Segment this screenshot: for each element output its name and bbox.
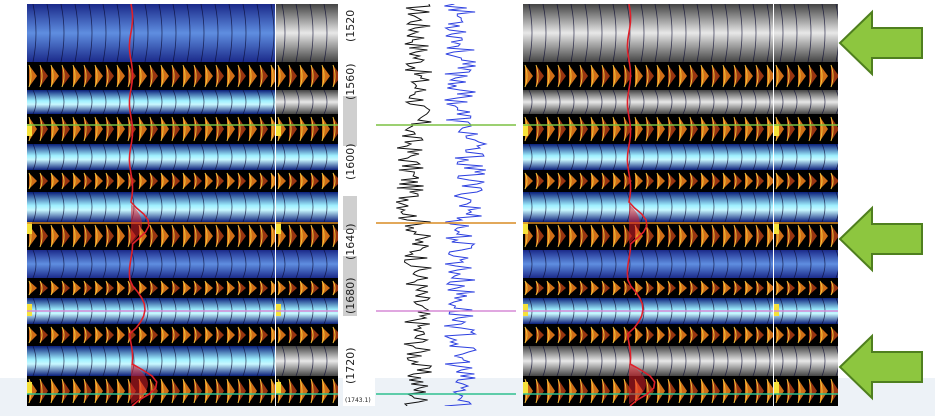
arrow-icon xyxy=(838,332,924,402)
well-log-panel xyxy=(336,3,516,407)
seismic-image xyxy=(276,4,338,406)
seismic-image xyxy=(523,4,773,406)
depth-label: (1600) xyxy=(344,143,357,180)
depth-shade xyxy=(343,196,357,230)
depth-label: (1520 xyxy=(344,9,357,42)
arrow-icon xyxy=(838,204,924,274)
depth-track: (1520 (1560) (1600) (1640) (1680) (1720) xyxy=(343,4,375,406)
seismic-image xyxy=(774,4,838,406)
end-depth-label: (1743.1) xyxy=(345,397,371,404)
depth-shade xyxy=(343,96,357,146)
depth-label: (1560) xyxy=(344,63,357,100)
seismic-image xyxy=(27,4,275,406)
seismic-panel-left-trace xyxy=(276,4,338,406)
depth-label: (1640) xyxy=(344,223,357,260)
arrow-icon xyxy=(838,8,924,78)
seismic-panel-right-trace xyxy=(774,4,838,406)
seismic-panel-left-main xyxy=(27,4,275,406)
well-log-curves xyxy=(336,3,516,407)
depth-label: (1720) xyxy=(344,347,357,384)
seismic-panel-right-main xyxy=(523,4,773,406)
depth-shade xyxy=(343,256,357,316)
depth-label: (1680) xyxy=(344,277,357,314)
